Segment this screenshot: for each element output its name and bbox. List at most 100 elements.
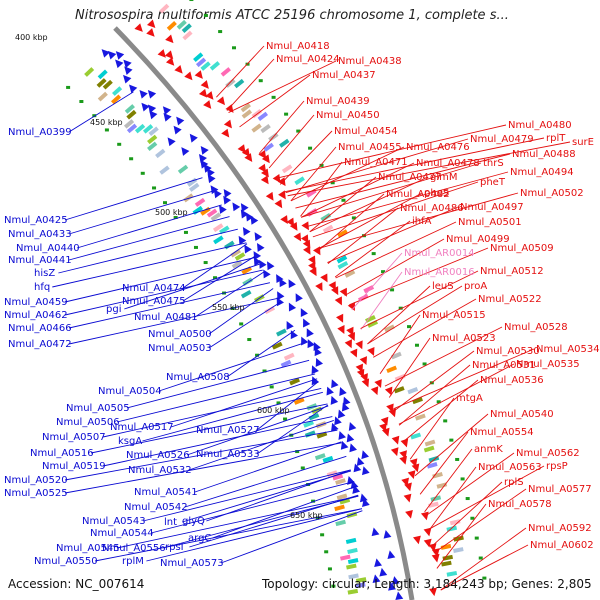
label-connector xyxy=(428,465,545,530)
label-connector xyxy=(414,413,489,477)
right-gene-label: Nmul_A0536 xyxy=(480,375,544,386)
tick-mark xyxy=(173,215,178,219)
right-gene-label: Nmul_A0424 xyxy=(276,54,340,65)
right-gene-label: Nmul_A0534 xyxy=(536,344,600,355)
label-connector xyxy=(64,442,342,494)
cog-block xyxy=(423,445,435,453)
cog-block xyxy=(424,439,436,447)
right-gene-label: Nmul_A0501 xyxy=(458,217,522,228)
gene-arrow xyxy=(381,427,390,437)
right-gene-label: Nmul_A0450 xyxy=(316,110,380,121)
right-gene-label: Nmul_A0497 xyxy=(460,202,524,213)
gene-arrow xyxy=(407,470,416,480)
label-connector xyxy=(68,216,230,261)
cog-block xyxy=(264,305,276,315)
right-gene-label: Nmul_A0471 xyxy=(344,157,408,168)
cog-block xyxy=(241,266,253,275)
gene-arrow xyxy=(400,438,409,448)
tick-mark xyxy=(470,516,475,520)
cog-block xyxy=(230,248,241,258)
right-gene-label: Nmul_A0577 xyxy=(528,484,592,495)
tick-mark xyxy=(92,114,97,118)
label-connector xyxy=(425,452,515,517)
left-gene-label: Nmul_A0475 xyxy=(122,296,186,307)
left-gene-label: Nmul_A0573 xyxy=(160,558,224,569)
label-connector xyxy=(68,190,213,235)
label-connector xyxy=(287,141,571,197)
label-connector xyxy=(64,256,256,303)
gene-arrow xyxy=(107,50,117,60)
gene-arrow xyxy=(395,591,404,600)
gene-arrow xyxy=(253,251,262,261)
gene-arrow xyxy=(391,435,400,445)
gene-arrow xyxy=(165,57,175,66)
scale-label: 550 kbp xyxy=(212,303,245,312)
right-gene-label: Nmul_A0515 xyxy=(422,310,486,321)
gene-arrow xyxy=(371,527,380,537)
gene-arrow xyxy=(413,535,421,545)
gene-arrow xyxy=(101,49,110,58)
cog-block xyxy=(339,497,351,505)
cog-block xyxy=(390,351,402,360)
right-gene-label: Nmul_A0499 xyxy=(446,234,510,245)
label-connector xyxy=(206,469,351,522)
left-gene-label: Nmul_A0440 xyxy=(16,243,80,254)
cog-block xyxy=(102,79,113,90)
right-gene-label: leuS xyxy=(432,281,454,292)
gene-arrow xyxy=(399,455,407,465)
tick-mark xyxy=(232,46,237,50)
cog-block xyxy=(335,478,346,485)
gene-arrow xyxy=(134,23,143,32)
gene-arrow xyxy=(295,293,303,303)
tick-mark xyxy=(255,353,260,357)
scale-label: 400 kbp xyxy=(15,33,48,42)
tick-mark xyxy=(351,216,356,220)
tick-mark xyxy=(269,385,274,389)
gene-arrow xyxy=(338,430,346,440)
gene-arrow xyxy=(288,302,297,312)
left-gene-label: Nmul_A0517 xyxy=(110,422,174,433)
gene-arrow xyxy=(347,332,355,341)
gene-arrow xyxy=(391,576,400,585)
gene-arrow xyxy=(303,318,311,328)
gene-arrow xyxy=(123,59,132,69)
label-connector xyxy=(64,269,263,316)
label-connector xyxy=(116,495,359,549)
tick-mark xyxy=(239,322,244,326)
gene-arrow xyxy=(293,232,302,242)
gene-arrow xyxy=(258,163,267,173)
cog-block xyxy=(453,547,464,553)
left-gene-label: Nmul_A0532 xyxy=(128,465,192,476)
left-gene-label: Nmul_A0500 xyxy=(148,329,212,340)
tick-mark xyxy=(443,419,448,423)
left-gene-label: argC xyxy=(188,533,211,544)
left-gene-label: Nmul_A0508 xyxy=(166,372,230,383)
tick-mark xyxy=(163,201,168,205)
cog-block xyxy=(308,413,320,421)
gene-arrow xyxy=(390,447,399,457)
right-gene-label: Nmul_A0563 xyxy=(478,462,542,473)
cog-block xyxy=(320,213,332,222)
gene-arrow xyxy=(301,221,309,231)
gene-arrow xyxy=(244,244,252,254)
label-connector xyxy=(170,378,318,428)
gene-arrow xyxy=(411,463,420,473)
cog-block xyxy=(257,111,269,121)
cog-block xyxy=(147,141,158,151)
gene-arrow xyxy=(173,125,182,135)
gene-arrow xyxy=(300,308,308,318)
left-gene-label: Nmul_A0519 xyxy=(42,461,106,472)
gene-arrow xyxy=(330,395,339,405)
left-gene-label: Nmul_A0542 xyxy=(124,502,188,513)
cog-block xyxy=(220,67,231,77)
label-connector xyxy=(58,228,238,274)
cog-block xyxy=(231,260,243,269)
gene-arrow xyxy=(361,450,369,460)
gene-arrow xyxy=(165,34,174,44)
scale-ticks xyxy=(66,0,487,588)
gene-arrow xyxy=(286,320,294,330)
gene-arrow xyxy=(362,466,370,476)
label-connector xyxy=(64,177,203,221)
gene-arrow xyxy=(346,326,354,336)
